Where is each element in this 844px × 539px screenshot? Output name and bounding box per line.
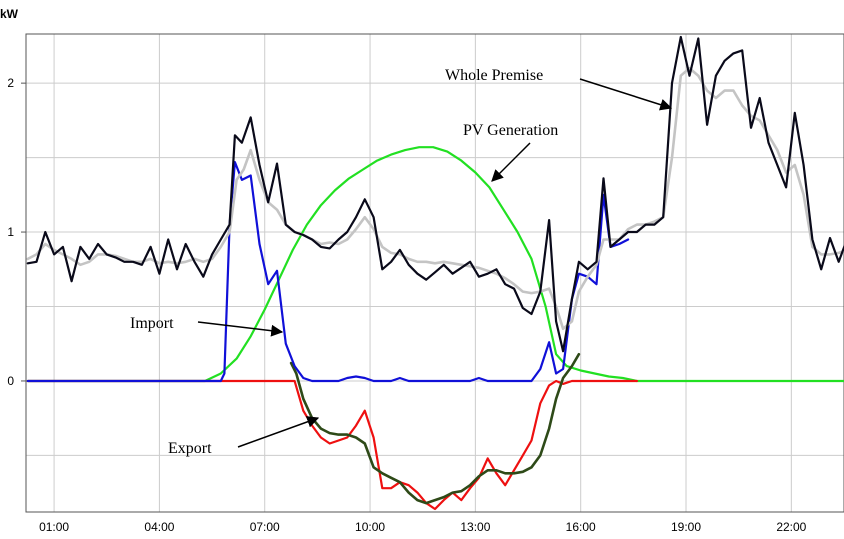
y-axis-unit: kW (0, 7, 19, 21)
pv-generation-label: PV Generation (463, 122, 558, 139)
series-line-whole-premise-smoothed (26, 66, 844, 331)
x-tick-label: 07:00 (250, 520, 280, 534)
x-tick-label: 04:00 (144, 520, 174, 534)
y-tick-label: 2 (7, 76, 14, 90)
x-tick-label: 19:00 (671, 520, 701, 534)
annotation-export: Export (168, 416, 320, 457)
import-label: Import (130, 315, 174, 332)
x-tick-label: 22:00 (776, 520, 806, 534)
x-tick-label: 10:00 (355, 520, 385, 534)
y-tick-label: 0 (7, 374, 14, 388)
import-arrow (197, 321, 284, 337)
x-tick-labels: 01:00 04:00 07:00 10:00 13:00 16:00 19:00 22:00 (39, 520, 807, 534)
export-arrow (237, 416, 320, 448)
x-tick-label: 13:00 (460, 520, 490, 534)
series-line-export (26, 379, 638, 511)
series-line-pv-generation (26, 146, 844, 383)
y-tick-labels: 0 1 2 (7, 76, 26, 388)
annotation-import: Import (130, 315, 284, 337)
x-tick-label: 16:00 (566, 520, 596, 534)
whole-premise-label: Whole Premise (445, 67, 543, 84)
annotation-whole-premise: Whole Premise (445, 67, 673, 111)
plot-frame (25, 33, 844, 513)
y-tick-label: 1 (7, 225, 14, 239)
series-line-export-smoothed (289, 352, 581, 505)
series-line-whole-premise (26, 35, 844, 353)
x-tick-label: 01:00 (39, 520, 69, 534)
export-label: Export (168, 440, 212, 457)
series-line-import (26, 161, 630, 383)
pv-generation-arrow (491, 142, 531, 182)
annotation-pv-generation: PV Generation (463, 122, 558, 182)
whole-premise-arrow (579, 78, 673, 111)
series-lines (26, 35, 844, 511)
